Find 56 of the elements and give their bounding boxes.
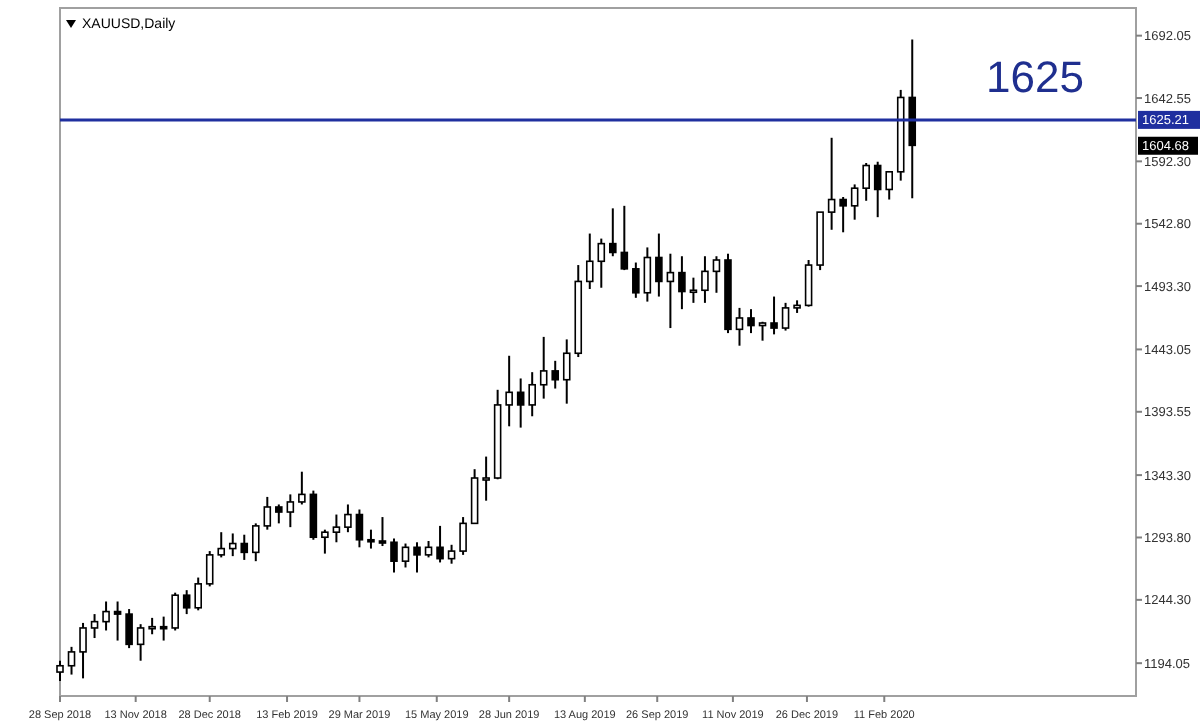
candlestick bbox=[781, 301, 790, 332]
candlestick bbox=[850, 183, 859, 221]
candlestick bbox=[332, 513, 341, 544]
candlestick bbox=[712, 255, 721, 294]
candlestick bbox=[620, 204, 629, 272]
candlestick bbox=[321, 528, 329, 555]
candlestick bbox=[804, 259, 813, 308]
candlestick bbox=[482, 455, 490, 502]
candlestick bbox=[413, 541, 421, 574]
candlestick bbox=[632, 261, 640, 299]
candlestick bbox=[885, 170, 894, 201]
candlestick bbox=[747, 308, 755, 335]
candlestick bbox=[171, 591, 179, 632]
candlestick bbox=[655, 232, 663, 298]
candlestick bbox=[263, 495, 272, 531]
candlestick bbox=[56, 659, 64, 682]
candlestick bbox=[309, 489, 318, 541]
candlestick bbox=[447, 543, 456, 565]
candlestick bbox=[275, 503, 283, 525]
candlestick bbox=[125, 608, 133, 650]
candlestick bbox=[102, 600, 110, 632]
candlestick bbox=[67, 645, 76, 676]
candlestick bbox=[735, 306, 744, 347]
candlestick bbox=[355, 508, 364, 549]
candlestick bbox=[701, 255, 709, 304]
annotation: 1625 bbox=[986, 52, 1084, 102]
candlestick bbox=[367, 528, 375, 550]
candlestick bbox=[459, 516, 467, 556]
candlestick bbox=[827, 136, 836, 231]
candlestick bbox=[528, 371, 536, 418]
candlestick bbox=[873, 160, 882, 219]
candlestick bbox=[643, 246, 652, 303]
candlestick bbox=[79, 621, 87, 680]
candlestick bbox=[689, 276, 698, 304]
candlestick bbox=[90, 613, 99, 640]
candlestick bbox=[251, 522, 260, 563]
candlestick bbox=[182, 589, 191, 616]
candlestick bbox=[678, 255, 686, 311]
candlestick bbox=[136, 623, 145, 662]
candlestick bbox=[839, 196, 847, 234]
candlestick bbox=[862, 161, 870, 202]
candlestick bbox=[344, 503, 352, 534]
candlestick bbox=[470, 468, 479, 525]
candlestick bbox=[401, 542, 410, 569]
candlestick bbox=[194, 576, 202, 612]
candlestick bbox=[436, 524, 444, 564]
candlestick bbox=[505, 354, 513, 428]
candlestick bbox=[516, 377, 525, 429]
candlestick bbox=[390, 537, 398, 574]
candlestick bbox=[286, 493, 295, 529]
candlestick bbox=[298, 470, 306, 506]
candlestick bbox=[770, 295, 778, 336]
candlestick bbox=[609, 207, 617, 258]
candlestick bbox=[666, 252, 675, 330]
candlestick bbox=[378, 516, 387, 548]
candlestick bbox=[113, 600, 122, 642]
